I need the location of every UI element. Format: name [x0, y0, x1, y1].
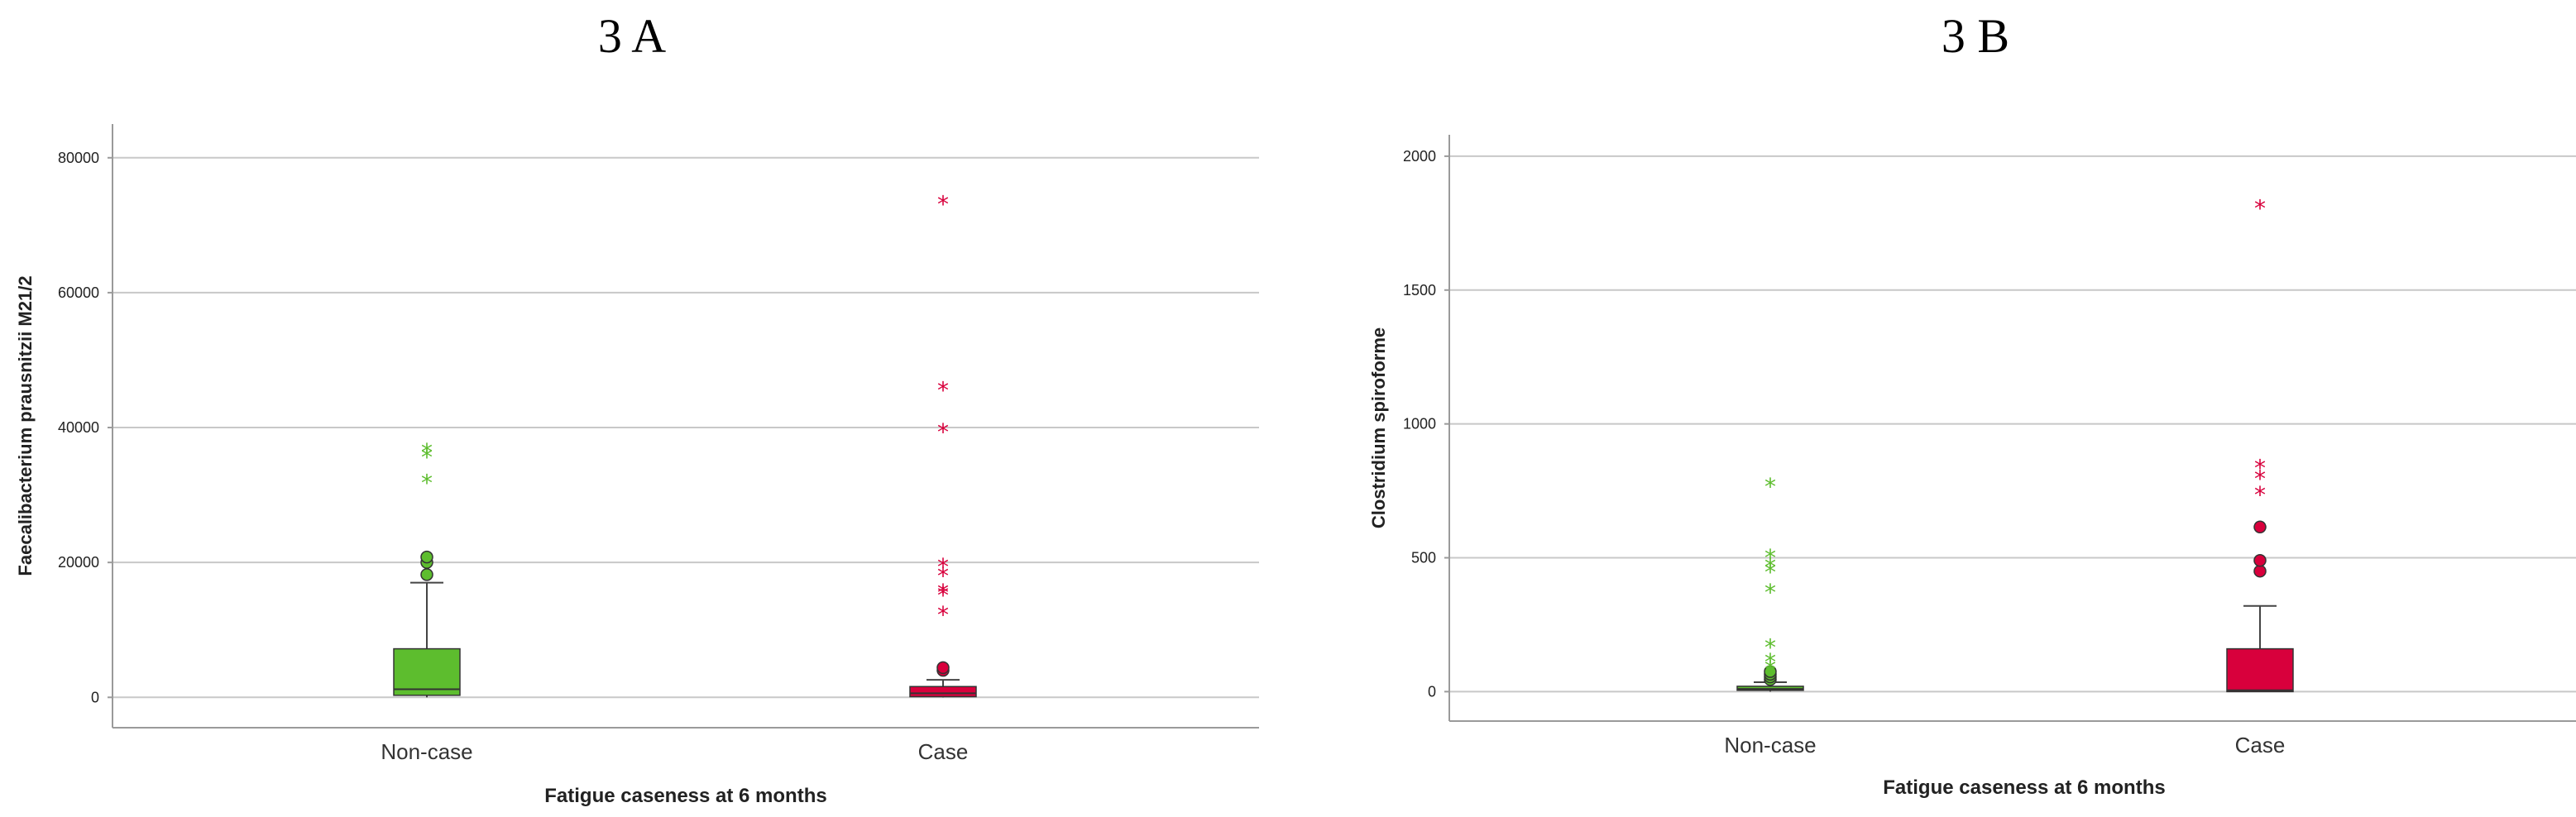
x-axis-label: Fatigue caseness at 6 months	[1883, 776, 2165, 799]
extreme-point: *	[1764, 553, 1776, 580]
outlier-point	[1764, 665, 1777, 678]
y-axis-label: Faecalibacterium prausnitzii M21/2	[15, 275, 36, 576]
x-tick-label: Non-case	[381, 739, 472, 764]
extreme-point: *	[421, 443, 433, 471]
extreme-point: *	[1764, 559, 1776, 586]
extreme-point: *	[937, 190, 949, 217]
box-iqr	[393, 647, 461, 696]
y-axis-label: Clostridium spiroforme	[1368, 327, 1389, 528]
extreme-point: *	[937, 553, 949, 580]
y-tick-label: 60000	[58, 284, 99, 301]
box-non-case: ********	[1736, 473, 1804, 692]
extreme-point: *	[1764, 579, 1776, 606]
extreme-point: *	[1764, 648, 1776, 676]
y-tick-label: 500	[1411, 550, 1436, 566]
extreme-point: *	[1764, 655, 1776, 682]
panel-title-a: 3 A	[597, 9, 667, 63]
outlier-point	[936, 661, 950, 675]
extreme-point: *	[1764, 473, 1776, 500]
extreme-point: *	[937, 418, 949, 446]
outlier-point	[2253, 554, 2267, 567]
box-case: ****	[2226, 194, 2294, 693]
extreme-point: *	[1764, 544, 1776, 571]
extreme-point: *	[2254, 465, 2266, 492]
extreme-point: *	[1764, 633, 1776, 661]
y-tick-label: 80000	[58, 150, 99, 166]
box-non-case: ***	[393, 438, 461, 698]
y-tick-label: 1000	[1403, 416, 1436, 432]
extreme-point: *	[2254, 481, 2266, 509]
extreme-point: *	[2254, 454, 2266, 481]
box-iqr	[2226, 647, 2294, 693]
x-tick-label: Case	[918, 739, 969, 764]
y-tick-label: 1500	[1403, 282, 1436, 299]
extreme-point: *	[2254, 194, 2266, 222]
y-tick-label: 2000	[1403, 148, 1436, 165]
outlier-point	[2253, 564, 2267, 578]
panel-title-b: 3 B	[1941, 9, 2010, 63]
y-tick-label: 0	[1428, 683, 1436, 700]
outlier-point	[420, 568, 433, 581]
extreme-point: *	[421, 469, 433, 496]
y-tick-label: 20000	[58, 554, 99, 571]
extreme-point: *	[937, 579, 949, 606]
outlier-point	[420, 550, 433, 564]
extreme-point: *	[421, 438, 433, 466]
extreme-point: *	[937, 582, 949, 609]
x-axis-label: Fatigue caseness at 6 months	[544, 785, 826, 807]
box-case: ********	[909, 190, 977, 698]
extreme-point: *	[937, 377, 949, 404]
outlier-point	[2253, 520, 2267, 534]
extreme-point: *	[937, 601, 949, 628]
extreme-point: *	[937, 562, 949, 590]
x-tick-label: Case	[2235, 733, 2286, 757]
chart-panel-b: 0 500 1000 1500 2000 Fatigue caseness at 6 mo…	[1368, 135, 2576, 799]
box-iqr	[909, 686, 977, 698]
chart-panel-a: 0 20000 40000 60000 80000 Fatigue caseness at…	[15, 124, 1259, 807]
y-tick-label: 40000	[58, 419, 99, 436]
x-tick-label: Non-case	[1724, 733, 1816, 757]
y-tick-label: 0	[91, 689, 99, 705]
